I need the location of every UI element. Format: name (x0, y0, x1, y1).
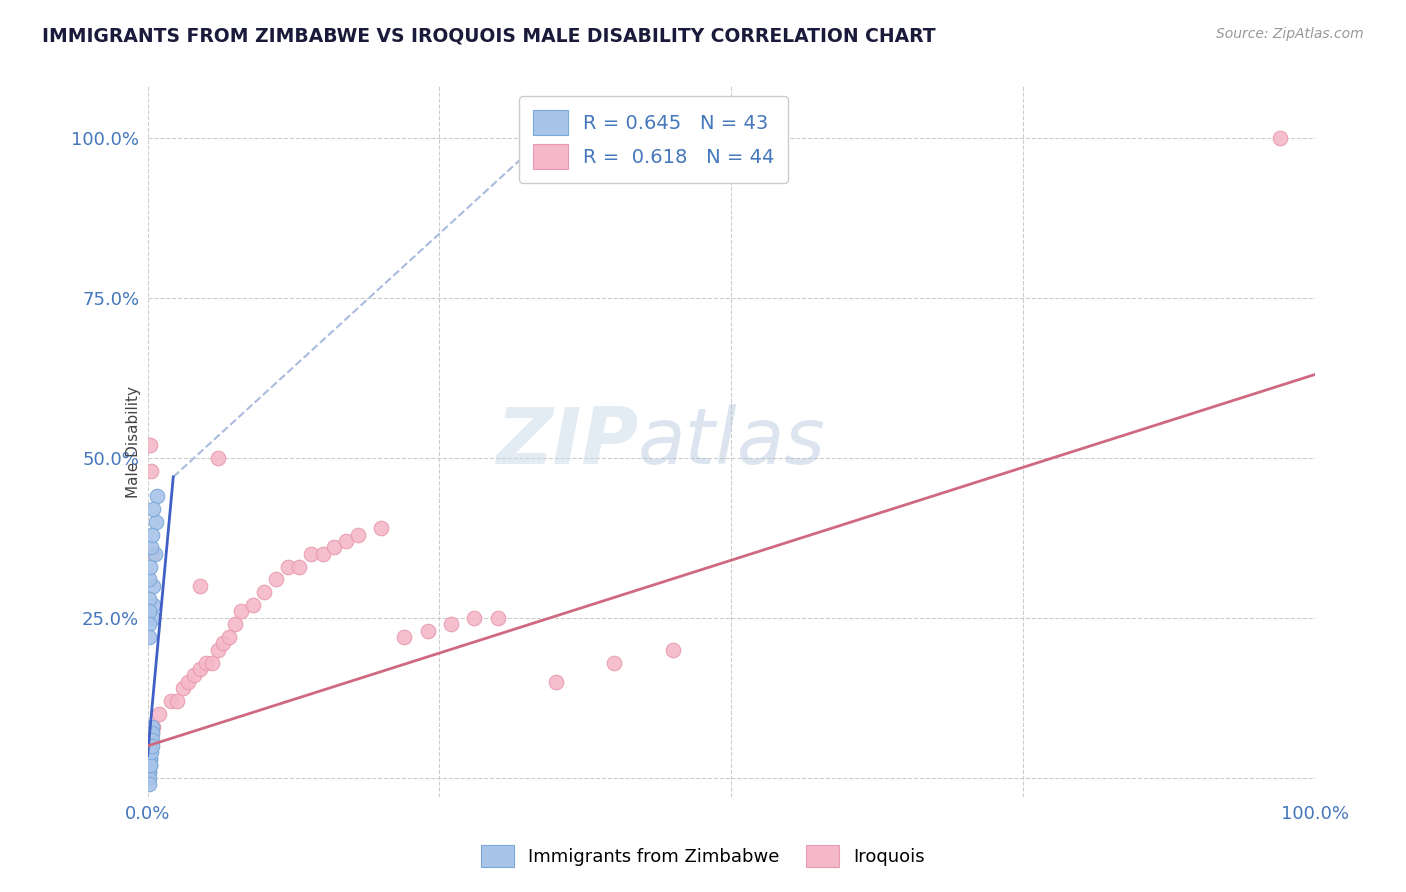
Point (212, 636, 235, 650)
Point (416, 624, 439, 638)
Point (346, 527, 368, 541)
Point (139, 758, 162, 772)
Point (142, 502, 165, 516)
Point (139, 739, 162, 753)
Text: ZIP: ZIP (495, 404, 638, 480)
Point (139, 726, 162, 740)
Point (139, 732, 162, 747)
Point (138, 764, 160, 779)
Point (139, 732, 162, 747)
Point (145, 515, 167, 529)
Point (188, 579, 211, 593)
Point (139, 758, 162, 772)
Point (139, 739, 162, 753)
Point (138, 764, 160, 779)
Point (207, 450, 229, 465)
Point (139, 732, 162, 747)
Point (335, 534, 357, 549)
Point (183, 668, 205, 682)
Point (546, 674, 568, 689)
Text: atlas: atlas (638, 404, 825, 480)
Point (394, 630, 416, 644)
Point (139, 739, 162, 753)
Point (139, 559, 162, 574)
Point (138, 573, 160, 587)
Point (139, 732, 162, 747)
Point (138, 758, 160, 772)
Point (264, 573, 287, 587)
Point (218, 630, 240, 644)
Point (603, 656, 626, 670)
Point (138, 617, 160, 632)
Point (323, 541, 346, 555)
Point (253, 585, 276, 599)
Point (139, 726, 162, 740)
Point (141, 547, 163, 561)
Point (177, 674, 200, 689)
Point (138, 739, 160, 753)
Point (172, 681, 194, 696)
Point (188, 662, 211, 676)
Point (138, 739, 160, 753)
Point (201, 656, 224, 670)
Point (370, 521, 392, 535)
Point (138, 771, 160, 785)
Point (311, 547, 333, 561)
Text: Source: ZipAtlas.com: Source: ZipAtlas.com (1216, 27, 1364, 41)
Point (242, 598, 264, 612)
Point (146, 489, 169, 503)
Point (277, 559, 299, 574)
Point (486, 611, 509, 625)
Point (224, 617, 246, 632)
Point (138, 630, 160, 644)
Y-axis label: Male Disability: Male Disability (125, 385, 141, 498)
Point (141, 527, 163, 541)
Point (139, 541, 162, 555)
Legend: R = 0.645   N = 43, R =  0.618   N = 44: R = 0.645 N = 43, R = 0.618 N = 44 (519, 96, 789, 183)
Point (139, 752, 162, 766)
Point (138, 777, 160, 791)
Point (141, 720, 163, 734)
Point (139, 464, 162, 478)
Point (139, 745, 162, 759)
Point (141, 726, 163, 740)
Point (138, 752, 160, 766)
Point (143, 547, 166, 561)
Point (138, 739, 160, 753)
Point (138, 591, 160, 606)
Point (440, 617, 463, 632)
Legend: Immigrants from Zimbabwe, Iroquois: Immigrants from Zimbabwe, Iroquois (474, 838, 932, 874)
Point (139, 745, 162, 759)
Point (142, 579, 165, 593)
Text: IMMIGRANTS FROM ZIMBABWE VS IROQUOIS MALE DISABILITY CORRELATION CHART: IMMIGRANTS FROM ZIMBABWE VS IROQUOIS MAL… (42, 27, 936, 45)
Point (139, 438, 162, 452)
Point (138, 739, 160, 753)
Point (299, 547, 322, 561)
Point (463, 611, 485, 625)
Point (138, 604, 160, 618)
Point (139, 752, 162, 766)
Point (142, 720, 165, 734)
Point (194, 656, 217, 670)
Point (1268, 130, 1291, 145)
Point (148, 706, 170, 721)
Point (138, 745, 160, 759)
Point (141, 726, 163, 740)
Point (141, 732, 163, 747)
Point (288, 559, 311, 574)
Point (160, 694, 183, 708)
Point (142, 598, 165, 612)
Point (662, 643, 685, 657)
Point (139, 739, 162, 753)
Point (141, 739, 163, 753)
Point (207, 643, 229, 657)
Point (142, 611, 165, 625)
Point (229, 604, 252, 618)
Point (166, 694, 188, 708)
